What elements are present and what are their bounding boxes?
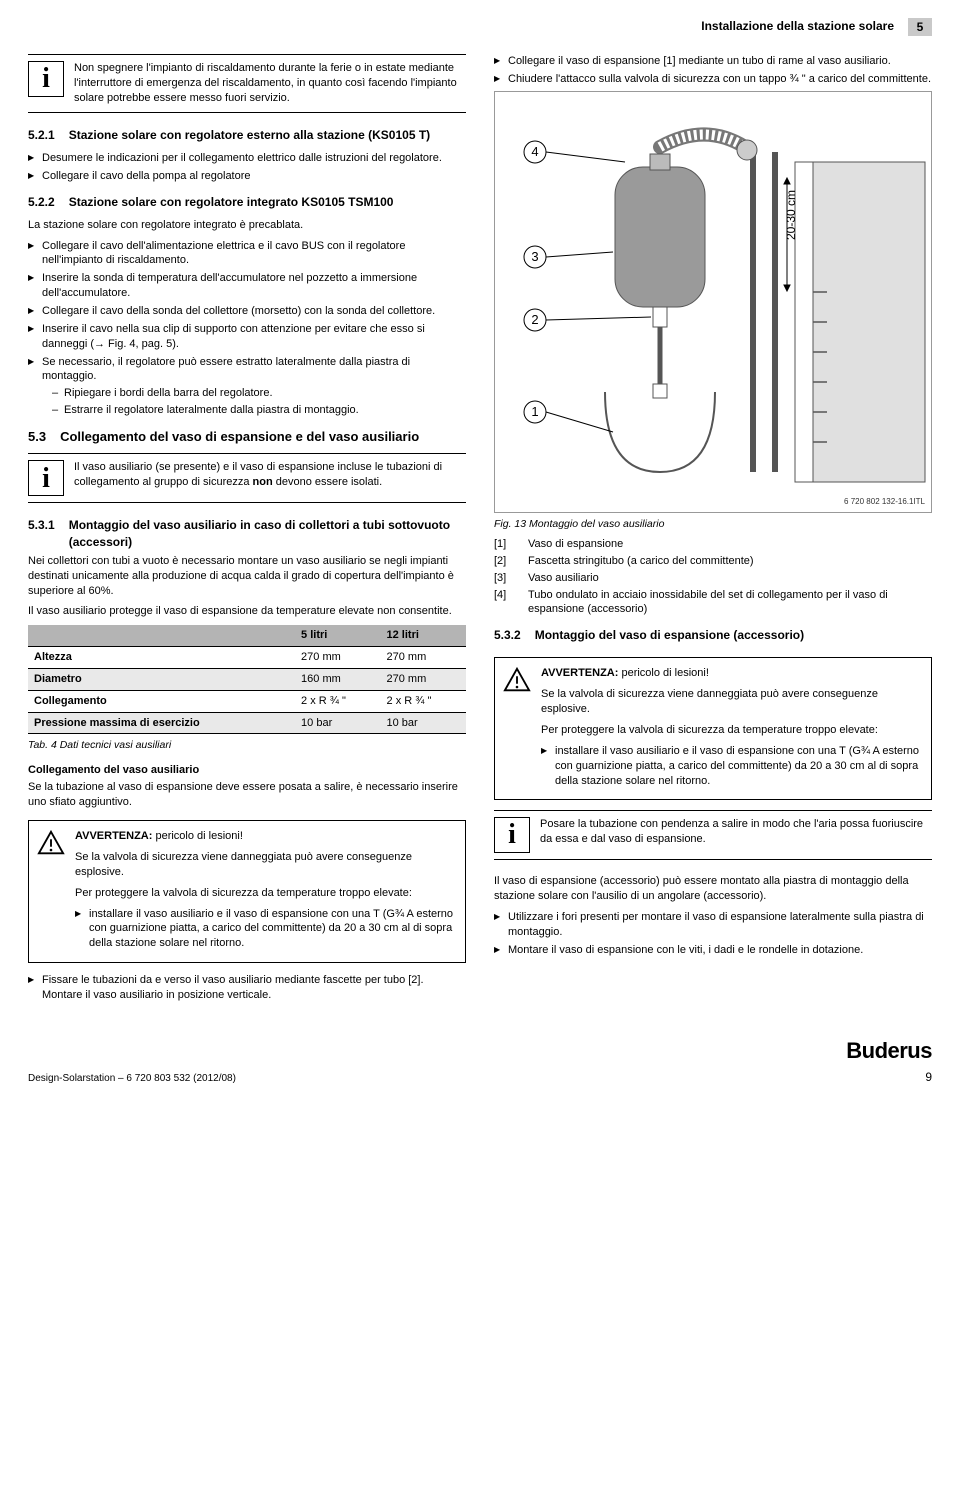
dim-label: 20-30 cm (784, 190, 798, 240)
heading-522: 5.2.2 Stazione solare con regolatore int… (28, 194, 466, 214)
info-box-3: i Posare la tubazione con pendenza a sal… (494, 810, 932, 860)
heading-53: 5.3 Collegamento del vaso di espansione … (28, 428, 466, 450)
figure-caption: Fig. 13 Montaggio del vaso ausiliario (494, 517, 932, 531)
info-box-2: i Il vaso ausiliario (se presente) e il … (28, 453, 466, 503)
intro-522: La stazione solare con regolatore integr… (28, 218, 466, 233)
heading-532: 5.3.2 Montaggio del vaso di espansione (… (494, 627, 932, 647)
header-chapter: 5 (908, 18, 932, 36)
page-header: Installazione della stazione solare 5 (28, 18, 932, 36)
heading-531: 5.3.1 Montaggio del vaso ausiliario in c… (28, 517, 466, 549)
list-522: Collegare il cavo dell'alimentazione ele… (28, 239, 466, 418)
svg-text:4: 4 (531, 144, 538, 159)
figure-legend: [1]Vaso di espansione[2]Fascetta stringi… (494, 537, 932, 617)
header-title: Installazione della stazione solare (701, 18, 902, 36)
info-box-1: i Non spegnere l'impianto di riscaldamen… (28, 54, 466, 113)
figure-code: 6 720 802 132-16.1ITL (844, 497, 925, 508)
final-list: Utilizzare i fori presenti per montare i… (494, 910, 932, 958)
p-after-info: Il vaso di espansione (accessorio) può e… (494, 874, 932, 904)
conn-p: Se la tubazione al vaso di espansione de… (28, 780, 466, 810)
warning-box-2: AVVERTENZA: pericolo di lesioni! Se la v… (494, 657, 932, 800)
after-list: Fissare le tubazioni da e verso il vaso … (28, 973, 466, 1003)
top-right-list: Collegare il vaso di espansione [1] medi… (494, 54, 932, 87)
figure-13: 20-30 cm 4 3 (494, 91, 932, 513)
warning-icon (37, 829, 65, 862)
info-text: Posare la tubazione con pendenza a salir… (540, 817, 932, 847)
conn-heading: Collegamento del vaso ausiliario (28, 763, 466, 778)
right-column: Collegare il vaso di espansione [1] medi… (494, 54, 932, 1006)
list-521: Desumere le indicazioni per il collegame… (28, 151, 466, 184)
aux-vessel-table: 5 litri 12 litri Altezza270 mm270 mmDiam… (28, 625, 466, 734)
table-caption: Tab. 4 Dati tecnici vasi ausiliari (28, 738, 466, 752)
brand-logo: Buderus (846, 1036, 932, 1066)
p-531-1: Nei collettori con tubi a vuoto è necess… (28, 554, 466, 599)
p-531-2: Il vaso ausiliario protegge il vaso di e… (28, 604, 466, 619)
warning-icon (503, 666, 531, 699)
svg-text:2: 2 (531, 312, 538, 327)
warning-box-1: AVVERTENZA: pericolo di lesioni! Se la v… (28, 820, 466, 963)
svg-text:1: 1 (531, 404, 538, 419)
svg-text:3: 3 (531, 249, 538, 264)
heading-521: 5.2.1 Stazione solare con regolatore est… (28, 127, 466, 147)
page-number: 9 (846, 1069, 932, 1085)
info-icon: i (494, 817, 530, 853)
info-icon: i (28, 61, 64, 97)
info-text: Il vaso ausiliario (se presente) e il va… (74, 460, 466, 490)
page-footer: Design-Solarstation – 6 720 803 532 (201… (28, 1036, 932, 1086)
info-icon: i (28, 460, 64, 496)
left-column: i Non spegnere l'impianto di riscaldamen… (28, 54, 466, 1006)
info-text: Non spegnere l'impianto di riscaldamento… (74, 61, 466, 106)
doc-id: Design-Solarstation – 6 720 803 532 (201… (28, 1072, 236, 1086)
